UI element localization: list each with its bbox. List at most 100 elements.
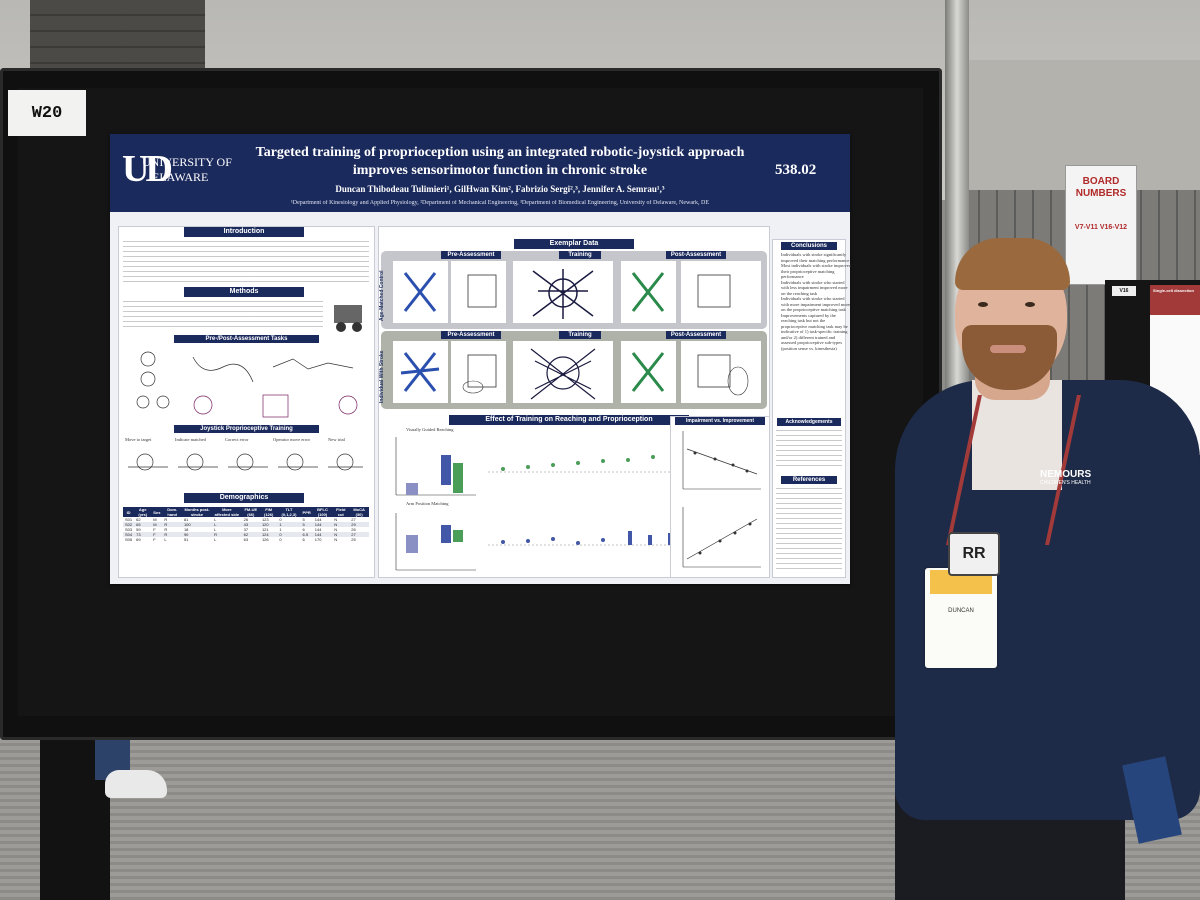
university-line1: UNIVERSITY OF (142, 155, 232, 169)
demographics-cell: 62 (243, 532, 249, 537)
demographics-cell: 5 (302, 522, 305, 527)
demographics-cell: S04 (125, 532, 133, 537)
poster-authors: Duncan Thibodeau Tulimieri¹, GilHwan Kim… (335, 184, 665, 194)
poster-number: 538.02 (775, 162, 817, 178)
presenter-right-eye (1025, 302, 1035, 307)
demographics-body: S01 62 M R 81 L 26 123 0 5 144 N 27 S02 65 M R 100 L 43 120 1… (123, 517, 369, 542)
demographics-cell: S05 (125, 537, 133, 542)
demographics-cell: 144 (314, 517, 322, 522)
impairment-scatter-plots (682, 431, 761, 568)
apm-label: Arm Position Matching (406, 501, 449, 506)
joystick-step-1: Move to target (125, 437, 152, 442)
board-numbers-range-right: V16-V12 (1099, 224, 1128, 231)
demographics-cell: M (153, 522, 157, 527)
effect-bar-charts: Visually Guided Reaching Arm Position Ma… (381, 427, 481, 575)
demographics-cell: S02 (125, 522, 133, 527)
acknowledgements-text (776, 430, 842, 470)
demographics-cell: 26 (243, 517, 249, 522)
acknowledgements-heading: Acknowledgements (777, 418, 841, 426)
demographics-cell: 51 (183, 537, 189, 542)
col-moca: MoCA (30) (349, 507, 369, 517)
research-poster: UD UNIVERSITY OF ELAWARE Targeted traini… (110, 134, 851, 584)
demographics-cell: 65 (136, 522, 141, 527)
impairment-vs-improvement-panel: Impairment vs. Improvement (670, 416, 770, 578)
university-line2: ELAWARE (152, 170, 209, 184)
demographics-cell: F (153, 527, 156, 532)
demographics-cell: 27 (351, 517, 356, 522)
task-diagrams (136, 351, 358, 418)
methods-heading: Methods (184, 287, 304, 297)
training-heading-1: Training (559, 251, 601, 259)
jacket-logo-text: NEMOURS (1040, 469, 1092, 480)
demographics-cell: 120 (261, 522, 269, 527)
control-panel: Age-Matched Control Pre-Assessment Train… (379, 251, 767, 329)
conclusions-heading: Conclusions (781, 242, 837, 250)
neighbor-poster-title: Single-cell dissection (1153, 288, 1194, 293)
demographics-cell: R (164, 522, 168, 527)
demographics-cell: N (334, 517, 338, 522)
demographics-row: S03 59 F R 18 L 37 121 1 6 144 N 26 (123, 527, 369, 532)
demographics-cell: 5 (302, 517, 305, 522)
badge-name: DUNCAN (948, 608, 974, 614)
university-logo: UD UNIVERSITY OF ELAWARE (122, 150, 242, 188)
col-field-cut: Field cut (332, 507, 350, 517)
stroke-panel: Individual With Stroke Pre-Assessment Tr… (379, 331, 767, 409)
demographics-cell: L (214, 517, 217, 522)
demographics-heading: Demographics (184, 493, 304, 503)
training-heading-2: Training (559, 331, 601, 339)
demographics-cell: 1 (279, 527, 282, 532)
demographics-cell: N (334, 522, 338, 527)
demographics-cell: L (214, 537, 217, 542)
col-fim: FIM (126) (259, 507, 278, 517)
demographics-cell: 6.5 (302, 532, 309, 537)
conclusions-list: Individuals with stroke significantly im… (773, 252, 851, 412)
stroke-row-label: Individual With Stroke (379, 350, 385, 403)
demographics-table: ID Age (yrs) Sex Dom. hand Months post-s… (123, 507, 369, 542)
ud-mark: UD (122, 148, 173, 190)
neighbor-board-number: V16 (1112, 286, 1136, 296)
presenter-beard (962, 325, 1057, 390)
board-numbers-range-left: V7-V11 (1074, 224, 1098, 231)
demographics-cell: 25 (351, 537, 356, 542)
joystick-step-3: Correct error (225, 437, 249, 442)
conclusion-item: Individuals with stroke significantly im… (781, 252, 851, 263)
poster-affiliations: ¹Department of Kinesiology and Applied P… (290, 200, 710, 206)
demographics-cell: 73 (136, 532, 141, 537)
demographics-cell: 29 (351, 522, 356, 527)
col-fmue: FM-UE (66) (241, 507, 260, 517)
demographics-cell: 37 (243, 527, 249, 532)
demographics-cell: S03 (125, 527, 133, 532)
demographics-cell: 18 (183, 527, 189, 532)
demographics-cell: F (153, 532, 156, 537)
demographics-cell: 0 (279, 537, 282, 542)
demographics-cell: 69 (136, 537, 141, 542)
introduction-text (123, 241, 369, 283)
robot-device-icon (334, 305, 362, 332)
demographics-cell: 6 (302, 527, 305, 532)
post-assessment-heading-1: Post-Assessment (666, 251, 726, 259)
joystick-training-heading: Joystick Proprioceptive Training (174, 425, 319, 433)
conclusion-item: Individuals with stroke who started with… (781, 296, 851, 313)
joystick-step-4: Operator move error (273, 437, 310, 442)
demographics-cell: R (164, 527, 168, 532)
demographics-cell: 100 (183, 522, 191, 527)
conclusion-item: Most individuals with stroke improved th… (781, 263, 851, 280)
demographics-cell: R (214, 532, 217, 537)
demographics-cell: 26 (351, 527, 356, 532)
col-ppr: PPR (300, 507, 313, 517)
poster-left-column: Introduction Methods Pre-/Post-Assessmen… (118, 226, 375, 578)
demographics-cell: 144 (314, 532, 322, 537)
metal-pole (945, 0, 969, 430)
presenter-mouth (990, 345, 1026, 353)
poster-title: Targeted training of proprioception usin… (255, 145, 745, 178)
demographics-cell: 121 (261, 527, 269, 532)
demographics-cell: 170 (314, 537, 322, 542)
demographics-cell: 123 (261, 517, 269, 522)
demographics-cell: L (164, 537, 167, 542)
jacket-logo: NEMOURS CHILDREN'S HEALTH (1040, 470, 1091, 488)
pre-post-tasks-heading: Pre-/Post-Assessment Tasks (174, 335, 319, 343)
bar-chart-svg (395, 437, 476, 571)
demographics-cell: L (214, 527, 217, 532)
col-id: ID (123, 507, 135, 517)
col-months: Months post-stroke (181, 507, 213, 517)
